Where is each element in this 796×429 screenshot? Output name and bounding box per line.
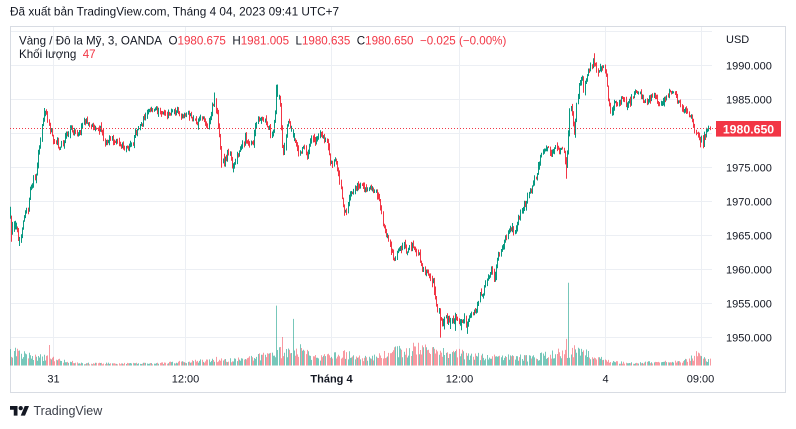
svg-text:Đã xuất bản TradingView.com, T: Đã xuất bản TradingView.com, Tháng 4 04,… xyxy=(10,4,339,18)
svg-text:1970.000: 1970.000 xyxy=(726,196,772,208)
svg-text:USD: USD xyxy=(726,34,749,46)
svg-text:1985.000: 1985.000 xyxy=(726,94,772,106)
svg-text:09:00: 09:00 xyxy=(687,373,715,385)
svg-text:12:00: 12:00 xyxy=(446,373,474,385)
svg-text:Vàng / Đô la Mỹ, 3, OANDA O19: Vàng / Đô la Mỹ, 3, OANDA O1980.675 H198… xyxy=(19,34,506,47)
svg-text:1955.000: 1955.000 xyxy=(726,298,772,310)
svg-text:1975.000: 1975.000 xyxy=(726,162,772,174)
svg-text:1990.000: 1990.000 xyxy=(726,60,772,72)
svg-text:1950.000: 1950.000 xyxy=(726,332,772,344)
svg-text:Tháng 4: Tháng 4 xyxy=(310,373,353,385)
svg-text:31: 31 xyxy=(47,373,59,385)
svg-text:4: 4 xyxy=(602,373,608,385)
svg-text:1960.000: 1960.000 xyxy=(726,264,772,276)
svg-text:TradingView: TradingView xyxy=(34,404,104,418)
svg-text:1980.650: 1980.650 xyxy=(723,122,774,136)
svg-text:12:00: 12:00 xyxy=(172,373,200,385)
svg-text:Khối lượng 47: Khối lượng 47 xyxy=(19,48,96,61)
svg-text:1965.000: 1965.000 xyxy=(726,230,772,242)
